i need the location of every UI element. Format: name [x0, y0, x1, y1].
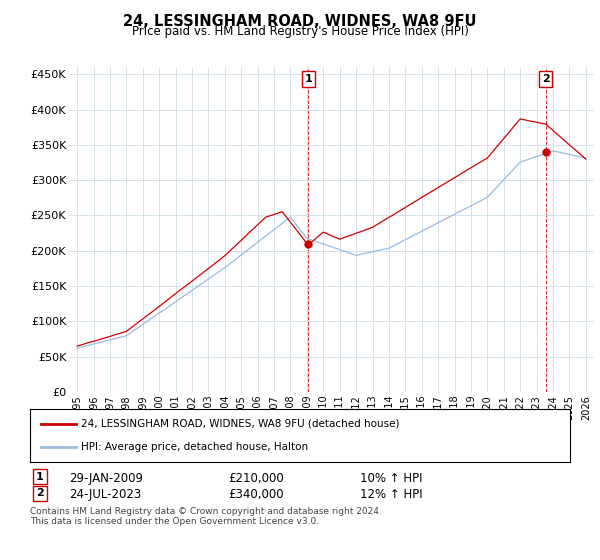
- Text: 24, LESSINGHAM ROAD, WIDNES, WA8 9FU (detached house): 24, LESSINGHAM ROAD, WIDNES, WA8 9FU (de…: [82, 419, 400, 429]
- Text: 1: 1: [36, 472, 44, 482]
- Text: Contains HM Land Registry data © Crown copyright and database right 2024.
This d: Contains HM Land Registry data © Crown c…: [30, 507, 382, 526]
- Text: £210,000: £210,000: [228, 472, 284, 484]
- Text: Price paid vs. HM Land Registry's House Price Index (HPI): Price paid vs. HM Land Registry's House …: [131, 25, 469, 38]
- Text: HPI: Average price, detached house, Halton: HPI: Average price, detached house, Halt…: [82, 442, 308, 452]
- Text: 24, LESSINGHAM ROAD, WIDNES, WA8 9FU: 24, LESSINGHAM ROAD, WIDNES, WA8 9FU: [123, 14, 477, 29]
- Text: 2: 2: [542, 74, 550, 84]
- Text: 24-JUL-2023: 24-JUL-2023: [69, 488, 141, 501]
- Text: 12% ↑ HPI: 12% ↑ HPI: [360, 488, 422, 501]
- Text: 2: 2: [36, 488, 44, 498]
- Text: £340,000: £340,000: [228, 488, 284, 501]
- Text: 1: 1: [304, 74, 312, 84]
- Text: 10% ↑ HPI: 10% ↑ HPI: [360, 472, 422, 484]
- Text: 29-JAN-2009: 29-JAN-2009: [69, 472, 143, 484]
